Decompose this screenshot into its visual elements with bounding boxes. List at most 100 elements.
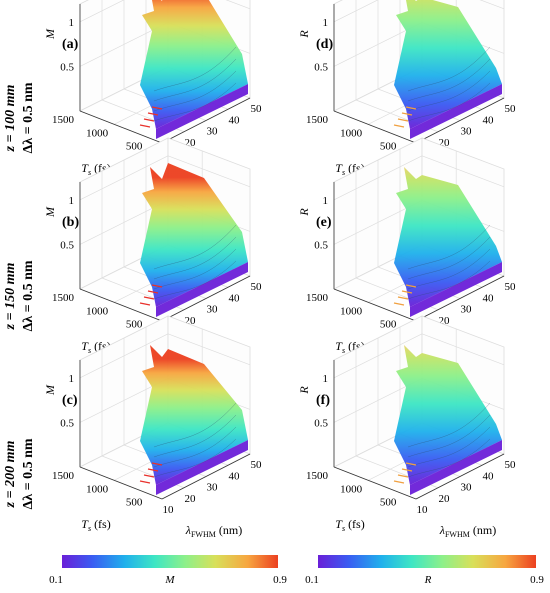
surface-mesh bbox=[140, 0, 248, 129]
contour-line bbox=[407, 438, 491, 478]
contour-fragment bbox=[405, 462, 417, 466]
x-tick-label: 10 bbox=[417, 504, 429, 516]
z-axis-label: M bbox=[43, 206, 57, 218]
y-tick-label: 1500 bbox=[52, 292, 75, 304]
y-axis-line bbox=[333, 466, 417, 500]
panel-label: (a) bbox=[62, 37, 79, 52]
surface-front-face bbox=[410, 84, 502, 139]
z-tick-label: 1 bbox=[69, 195, 75, 207]
x-tick-label: 20 bbox=[439, 137, 451, 149]
contour-line bbox=[153, 236, 237, 280]
x-tick-label: 20 bbox=[185, 315, 197, 327]
contour-line bbox=[407, 82, 491, 122]
z-tick-label: 1 bbox=[69, 373, 75, 385]
y-tick-label: 1000 bbox=[340, 127, 363, 139]
x-axis-line bbox=[415, 275, 505, 322]
contour-line bbox=[407, 58, 491, 102]
y-tick-label: 1000 bbox=[86, 483, 109, 495]
z-tick-label: 0.5 bbox=[314, 61, 328, 73]
contour-fragment bbox=[151, 284, 163, 288]
contour-line bbox=[153, 248, 237, 290]
y-tick-label: 1500 bbox=[306, 470, 329, 482]
colorbar-M: 0.1 M 0.9 bbox=[49, 555, 287, 586]
surface-mesh bbox=[140, 345, 248, 485]
contour-line bbox=[153, 82, 237, 122]
contour-fragment bbox=[397, 474, 409, 478]
row-label-z: z = 150 mm bbox=[3, 263, 18, 331]
x-tick-label: 40 bbox=[483, 114, 495, 126]
colorbar-gradient bbox=[62, 555, 278, 568]
contour-line bbox=[407, 46, 491, 92]
row-label-z: z = 200 mm bbox=[3, 441, 18, 509]
panel-label: (e) bbox=[316, 215, 332, 230]
contour-fragment bbox=[139, 124, 151, 128]
y-tick-label: 500 bbox=[126, 319, 143, 331]
contour-fragment bbox=[151, 462, 163, 466]
y-tick-label: 1500 bbox=[306, 114, 329, 126]
z-tick-label: 1 bbox=[323, 17, 329, 29]
x-tick-label: 30 bbox=[461, 126, 473, 138]
contour-line bbox=[407, 402, 491, 448]
z-axis-label: R bbox=[297, 30, 311, 39]
z-tick-label: 1 bbox=[69, 17, 75, 29]
surface-front-face bbox=[410, 262, 502, 317]
grid-line bbox=[225, 0, 251, 10]
colorbar-max: 0.9 bbox=[273, 574, 287, 586]
x-tick-label: 50 bbox=[251, 459, 263, 471]
y-tick-label: 500 bbox=[126, 141, 143, 153]
contour-fragment bbox=[139, 480, 151, 484]
colorbar-min: 0.1 bbox=[49, 574, 63, 586]
contour-line bbox=[153, 414, 237, 458]
x-tick-label: 20 bbox=[439, 493, 451, 505]
colorbar-label: R bbox=[424, 574, 432, 586]
x-tick-label: 40 bbox=[229, 292, 241, 304]
x-axis-line bbox=[415, 453, 505, 500]
contour-line bbox=[407, 414, 491, 458]
contour-fragment bbox=[401, 468, 413, 472]
y-tick-label: 1000 bbox=[340, 483, 363, 495]
contour-line bbox=[407, 260, 491, 300]
z-axis-label: M bbox=[43, 384, 57, 396]
x-tick-label: 40 bbox=[229, 114, 241, 126]
row-label-1: z = 100 mm Δλ = 0.5 nm bbox=[3, 82, 36, 153]
contour-fragment bbox=[401, 290, 413, 294]
contour-fragment bbox=[143, 296, 155, 300]
row-label-2: z = 150 mm Δλ = 0.5 nm bbox=[3, 260, 36, 331]
contour-line bbox=[153, 70, 237, 112]
contour-fragment bbox=[151, 106, 163, 110]
contour-line bbox=[407, 224, 491, 270]
x-axis-label: λFWHM (nm) bbox=[439, 523, 496, 539]
y-tick-label: 1000 bbox=[86, 127, 109, 139]
y-axis-line bbox=[333, 110, 417, 144]
x-tick-label: 50 bbox=[251, 281, 263, 293]
contour-line bbox=[153, 224, 237, 270]
x-tick-label: 40 bbox=[229, 470, 241, 482]
contour-line bbox=[153, 438, 237, 478]
contour-line bbox=[407, 236, 491, 280]
z-tick-label: 0.5 bbox=[314, 239, 328, 251]
z-axis-label: R bbox=[297, 386, 311, 395]
z-tick-label: 0.5 bbox=[60, 417, 74, 429]
x-axis-label: λFWHM (nm) bbox=[185, 523, 242, 539]
x-tick-label: 30 bbox=[207, 126, 219, 138]
contour-fragment bbox=[405, 284, 417, 288]
surface-front-face bbox=[156, 84, 248, 139]
grid-line bbox=[333, 0, 379, 23]
y-tick-label: 1000 bbox=[86, 305, 109, 317]
grid-line bbox=[421, 155, 505, 188]
contour-line bbox=[153, 402, 237, 448]
y-tick-label: 500 bbox=[380, 497, 397, 509]
y-tick-label: 500 bbox=[126, 497, 143, 509]
grid-line bbox=[167, 155, 251, 188]
z-axis-label: M bbox=[43, 28, 57, 40]
x-tick-label: 30 bbox=[207, 304, 219, 316]
x-axis-line bbox=[161, 453, 251, 500]
z-tick-label: 0.5 bbox=[314, 417, 328, 429]
y-tick-label: 1500 bbox=[306, 292, 329, 304]
y-axis-line bbox=[79, 110, 163, 144]
contour-line bbox=[153, 426, 237, 468]
contour-fragment bbox=[143, 474, 155, 478]
row-label-dl: Δλ = 0.5 nm bbox=[21, 438, 36, 509]
